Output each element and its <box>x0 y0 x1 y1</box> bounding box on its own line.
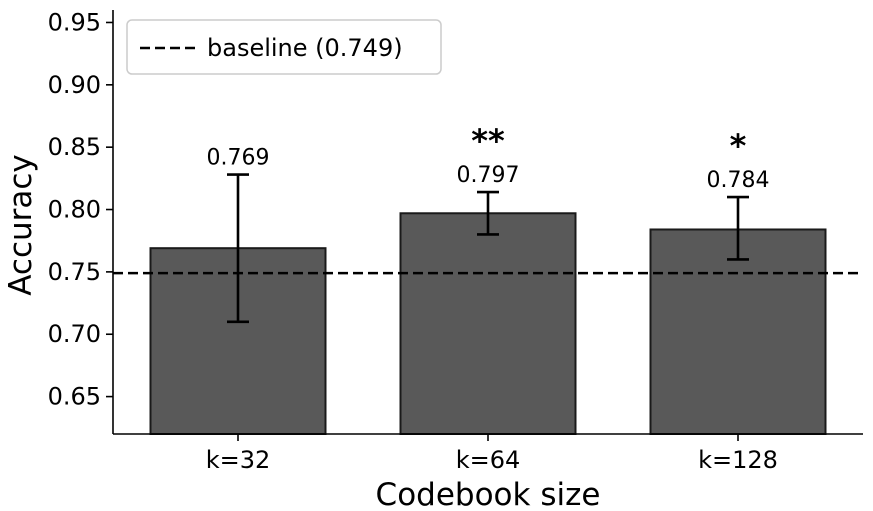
bars-layer <box>149 212 827 435</box>
axes-layer: 0.65 0.70 0.75 0.80 0.85 0.90 0.95 k=32 k=64 k=12… <box>48 8 863 474</box>
significance-marker: ** <box>471 122 505 160</box>
legend-baseline-label: baseline (0.749) <box>207 34 403 62</box>
error-bars-layer <box>227 173 749 324</box>
value-label: 0.769 <box>207 146 270 171</box>
x-tick-label: k=64 <box>456 446 521 474</box>
x-axis-title: Codebook size <box>376 477 601 511</box>
bar-k=128 <box>649 228 827 435</box>
value-label: 0.784 <box>707 168 770 193</box>
y-tick-label: 0.75 <box>48 258 101 286</box>
bar-k=64 <box>399 212 577 435</box>
significance-marker: * <box>730 127 747 165</box>
y-tick-label: 0.70 <box>48 320 101 348</box>
y-tick-label: 0.80 <box>48 196 101 224</box>
x-tick-label: k=128 <box>698 446 778 474</box>
x-tick-label: k=32 <box>206 446 271 474</box>
y-tick-label: 0.90 <box>48 71 101 99</box>
labels-layer: 0.769 0.797 ** 0.784 * <box>207 122 770 193</box>
y-axis-title: Accuracy <box>3 154 39 296</box>
y-tick-label: 0.85 <box>48 133 101 161</box>
y-tick-label: 0.95 <box>48 8 101 36</box>
y-tick-label: 0.65 <box>48 383 101 411</box>
legend-box <box>126 19 442 75</box>
legend: baseline (0.749) <box>126 19 442 75</box>
value-label: 0.797 <box>457 163 520 188</box>
